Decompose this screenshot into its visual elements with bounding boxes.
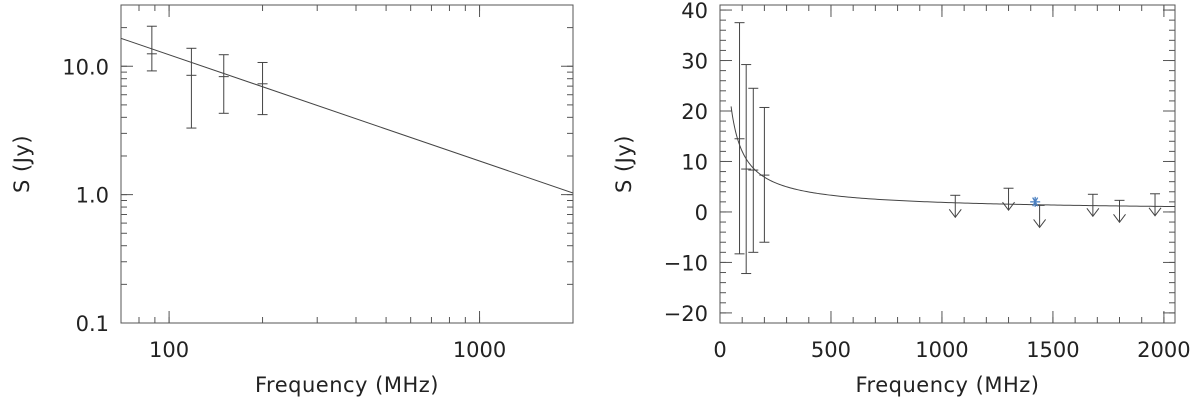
x-tick-label: 0 [713,338,726,362]
fit-curve [730,106,1175,208]
down-arrow-icon [948,208,962,219]
plot-area [121,25,573,194]
down-arrow-icon [1148,207,1162,217]
y-tick-label: 20 [681,100,708,124]
y-tick-label: −20 [664,302,708,326]
x-axis-label: Frequency (MHz) [255,373,439,397]
y-tick-label: 30 [681,50,708,74]
upper-limit [1086,193,1100,218]
data-point [146,25,157,72]
upper-limit [1033,204,1047,229]
left-panel: 100 1000 0.1 1.0 10.0 Frequency (MHz) S (Jy) [10,4,574,397]
x-tick-label: 1000 [453,338,506,362]
y-tick-label: 0 [695,201,708,225]
down-arrow-icon [1086,207,1100,218]
y-tick-label: 10 [681,150,708,174]
upper-limit [1113,199,1126,224]
x-tick-label: 500 [811,338,851,362]
plot-frame [719,4,1176,324]
y-tick-label: 10.0 [62,55,109,79]
data-point [748,87,759,253]
down-arrow-icon [1033,219,1047,229]
data-point [218,54,229,114]
down-arrow-icon [1002,201,1015,212]
plot-frame [120,4,574,324]
plot-area [730,22,1175,275]
marked-point [1030,196,1041,207]
right-panel: 0 500 1000 1500 2000 −20 −10 0 10 20 30 40 Frequency… [612,0,1191,397]
data-point [734,22,745,255]
upper-limit [1148,193,1162,217]
y-tick-label: −10 [664,251,708,275]
data-point [186,47,197,129]
y-axis-label: S (Jy) [10,135,34,193]
x-axis-label: Frequency (MHz) [856,373,1040,397]
x-tick-label: 1500 [1026,338,1079,362]
down-arrow-icon [1113,214,1126,224]
data-point [759,106,770,243]
data-point [741,64,752,275]
fit-line [121,37,573,194]
y-axis-label: S (Jy) [612,135,636,193]
y-tick-label: 40 [681,0,708,23]
x-tick-label: 1000 [915,338,968,362]
x-tick-label: 2000 [1137,338,1190,362]
upper-limit [1002,187,1015,212]
y-tick-label: 1.0 [76,184,109,208]
y-tick-label: 0.1 [76,312,109,336]
upper-limit [948,194,962,219]
data-point [257,61,268,116]
x-tick-label: 100 [149,338,189,362]
